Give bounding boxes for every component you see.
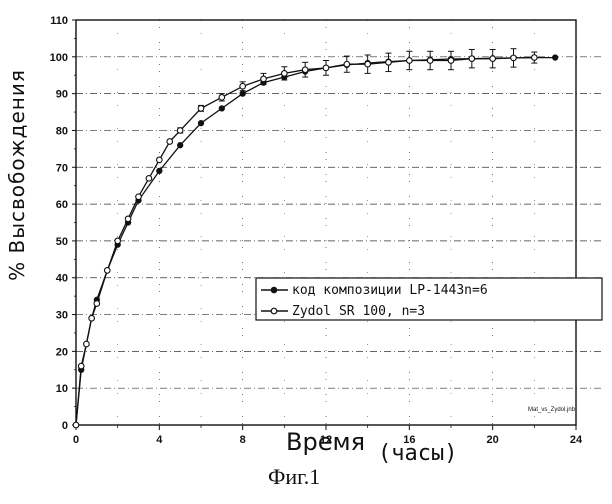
y-tick-label: 70 <box>56 162 68 174</box>
axes <box>72 20 576 430</box>
legend-marker-1 <box>271 287 277 293</box>
y-axis-label: % Высвобождения <box>5 69 29 281</box>
grid <box>76 20 602 425</box>
y-tick-label: 10 <box>56 383 68 395</box>
data-point <box>94 301 100 307</box>
data-point <box>177 128 183 134</box>
series-line <box>76 58 555 425</box>
data-point <box>89 315 95 321</box>
series-1 <box>73 55 557 428</box>
legend-label-1: код композиции LP-1443n=6 <box>292 283 488 298</box>
file-watermark: Mat_vs_Zydol.jnb <box>528 407 576 413</box>
x-tick-label: 20 <box>487 434 499 446</box>
data-point <box>261 76 267 82</box>
legend-marker-2 <box>271 308 277 314</box>
data-point <box>146 176 152 182</box>
data-point <box>302 67 308 73</box>
data-point <box>365 61 371 67</box>
data-point <box>136 194 142 200</box>
data-point <box>84 341 90 347</box>
x-axis-label-main: Время <box>286 428 365 456</box>
tick-labels: 010203040506070809010011004812162024 <box>50 15 583 446</box>
data-point <box>344 61 350 67</box>
series <box>73 49 558 428</box>
data-point <box>386 60 392 66</box>
y-tick-label: 80 <box>56 125 68 137</box>
data-point <box>157 157 163 163</box>
data-point <box>73 422 79 428</box>
data-point <box>157 168 162 173</box>
x-tick-label: 0 <box>73 434 79 446</box>
y-tick-label: 110 <box>50 15 68 27</box>
data-point <box>198 106 204 112</box>
data-point <box>490 56 496 62</box>
x-tick-label: 4 <box>156 434 163 446</box>
y-tick-label: 40 <box>56 273 68 285</box>
series-2 <box>73 49 537 428</box>
legend-label-2: Zydol SR 100, n=3 <box>292 304 425 319</box>
y-tick-label: 50 <box>56 236 68 248</box>
data-point <box>511 55 517 61</box>
y-tick-label: 30 <box>56 310 68 322</box>
data-point <box>125 216 131 222</box>
data-point <box>240 91 245 96</box>
figure-caption: Фиг.1 <box>268 464 320 489</box>
data-point <box>448 58 454 64</box>
data-point <box>219 95 225 101</box>
data-point <box>427 58 433 64</box>
x-axis-label-unit: (часы) <box>378 441 457 466</box>
y-tick-label: 60 <box>56 199 68 211</box>
y-tick-label: 90 <box>56 89 68 101</box>
x-tick-label: 24 <box>570 434 583 446</box>
y-tick-label: 0 <box>62 420 68 432</box>
data-point <box>240 83 246 89</box>
plot-frame <box>76 20 576 425</box>
legend: код композиции LP-1443n=6 Zydol SR 100, … <box>256 278 602 320</box>
data-point <box>104 268 110 274</box>
data-point <box>167 139 173 145</box>
data-point <box>407 58 413 64</box>
data-point <box>78 363 84 369</box>
y-tick-label: 20 <box>56 346 68 358</box>
data-point <box>115 238 121 244</box>
data-point <box>219 106 224 111</box>
data-point <box>469 56 475 62</box>
data-point <box>178 143 183 148</box>
x-tick-label: 8 <box>240 434 246 446</box>
data-point <box>323 65 329 71</box>
y-tick-label: 100 <box>50 52 68 64</box>
series-line <box>76 58 534 425</box>
data-point <box>198 120 203 125</box>
data-point <box>553 55 558 60</box>
data-point <box>282 71 288 77</box>
data-point <box>532 55 538 61</box>
